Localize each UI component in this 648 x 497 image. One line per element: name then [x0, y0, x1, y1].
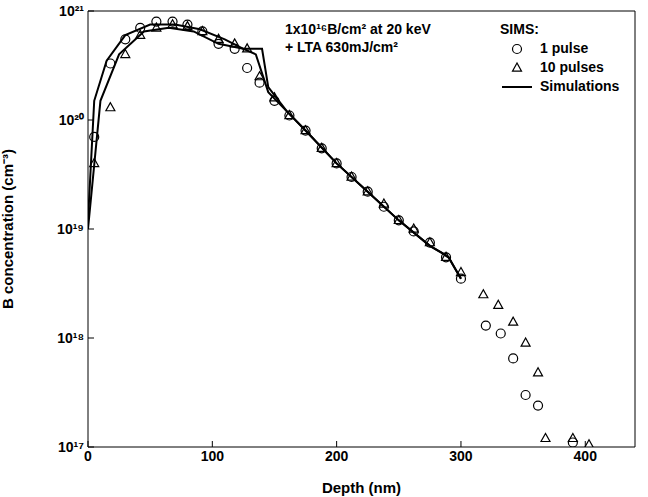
- svg-text:10¹⁸: 10¹⁸: [57, 330, 84, 346]
- svg-text:300: 300: [449, 448, 473, 464]
- svg-text:Depth (nm): Depth (nm): [322, 479, 401, 496]
- html-text:SIMS:: SIMS:: [500, 21, 539, 37]
- svg-text:10²¹: 10²¹: [59, 3, 84, 19]
- svg-text:10¹⁷: 10¹⁷: [58, 439, 84, 455]
- svg-text:10²⁰: 10²⁰: [59, 112, 84, 128]
- html-text:Simulations: Simulations: [540, 78, 620, 94]
- html-text:10 pulses: 10 pulses: [540, 59, 604, 75]
- svg-text:400: 400: [574, 448, 598, 464]
- svg-text:B concentration (cm⁻³): B concentration (cm⁻³): [0, 149, 16, 309]
- html-text:1 pulse: 1 pulse: [540, 40, 589, 56]
- svg-text:10¹⁹: 10¹⁹: [57, 221, 84, 237]
- html-text:+ LTA 630mJ/cm²: + LTA 630mJ/cm²: [285, 39, 398, 55]
- svg-text:200: 200: [325, 448, 349, 464]
- svg-text:0: 0: [84, 448, 92, 464]
- svg-text:100: 100: [201, 448, 225, 464]
- html-text:1x10¹⁶B/cm² at 20 keV: 1x10¹⁶B/cm² at 20 keV: [285, 21, 431, 37]
